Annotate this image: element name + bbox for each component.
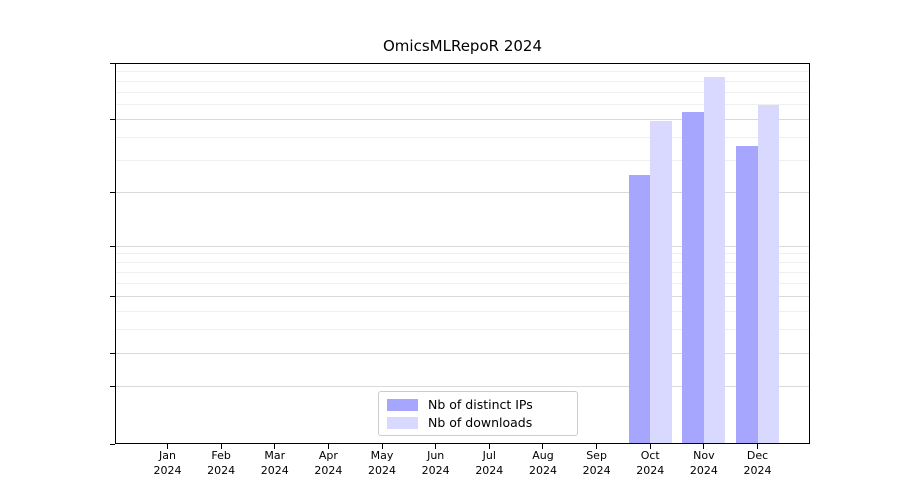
bar-downloads [650,121,672,443]
x-tick-year: 2024 [743,464,772,477]
chart-title: OmicsMLRepoR 2024 [383,37,542,55]
legend-swatch-downloads [387,416,418,429]
x-tick-label: Sep 2024 [567,448,627,478]
x-tick-year: 2024 [260,464,289,477]
major-gridline [116,118,809,120]
legend-label-downloads: Nb of downloads [428,415,533,430]
minor-gridline [116,91,809,93]
x-tick-year: 2024 [528,464,557,477]
x-tick-label: Nov 2024 [674,448,734,478]
major-gridline [116,386,809,388]
x-tick-label: Jan 2024 [138,448,198,478]
minor-gridline [116,262,809,264]
x-tick-label: Dec 2024 [728,448,788,478]
x-tick-label: Jun 2024 [406,448,466,478]
x-tick-mark [542,444,544,449]
x-tick-label: Jul 2024 [459,448,519,478]
x-tick-year: 2024 [636,464,665,477]
x-tick-year: 2024 [207,464,236,477]
x-tick-label: Feb 2024 [191,448,251,478]
legend-label-distinct-ips: Nb of distinct IPs [428,397,533,412]
x-tick-mark [167,444,168,449]
bar-distinct-ips [628,175,651,443]
legend: Nb of distinct IPs Nb of downloads [378,391,578,436]
major-gridline [116,245,809,247]
bar-distinct-ips [736,145,758,443]
x-tick-mark [757,444,758,449]
legend-swatch-distinct-ips [387,398,418,411]
minor-gridline [116,104,809,106]
x-tick-year: 2024 [582,464,611,477]
x-tick-mark [435,444,437,449]
minor-gridline [116,80,809,82]
x-tick-mark [649,444,651,449]
y-tick-mark [110,245,115,247]
bar-downloads [703,77,726,443]
x-tick-year: 2024 [421,464,450,477]
x-tick-mark [488,444,490,449]
minor-gridline [116,282,809,284]
x-tick-label: May 2024 [352,448,412,478]
x-tick-label: Apr 2024 [298,448,358,478]
x-tick-mark [220,444,222,449]
x-tick-mark [596,444,598,449]
x-tick-year: 2024 [475,464,504,477]
minor-gridline [116,310,809,312]
minor-gridline [116,136,809,138]
minor-gridline [116,271,809,273]
minor-gridline [116,71,809,73]
x-tick-mark [703,444,705,449]
x-tick-mark [274,444,276,449]
x-tick-year: 2024 [689,464,718,477]
y-tick-mark [110,62,115,64]
major-gridline [116,352,809,354]
x-tick-mark [327,444,329,449]
legend-item-downloads: Nb of downloads [387,415,569,430]
y-tick-mark [110,352,115,354]
minor-gridline [116,329,809,331]
bar-distinct-ips [682,111,704,443]
x-tick-mark [381,444,383,449]
legend-item-distinct-ips: Nb of distinct IPs [387,397,569,412]
y-tick-mark [110,118,115,120]
y-tick-mark [110,386,115,388]
y-tick-mark [110,192,115,194]
major-gridline [116,295,809,297]
y-tick-mark [110,295,115,297]
x-tick-label: Mar 2024 [245,448,305,478]
minor-gridline [116,160,809,161]
x-tick-year: 2024 [153,464,182,477]
x-tick-year: 2024 [314,464,343,477]
x-tick-year: 2024 [368,464,397,477]
y-tick-mark [110,443,115,445]
minor-gridline [116,253,809,255]
major-gridline [116,192,809,194]
bar-downloads [757,104,779,443]
x-tick-label: Aug 2024 [513,448,573,478]
x-tick-label: Oct 2024 [620,448,680,478]
